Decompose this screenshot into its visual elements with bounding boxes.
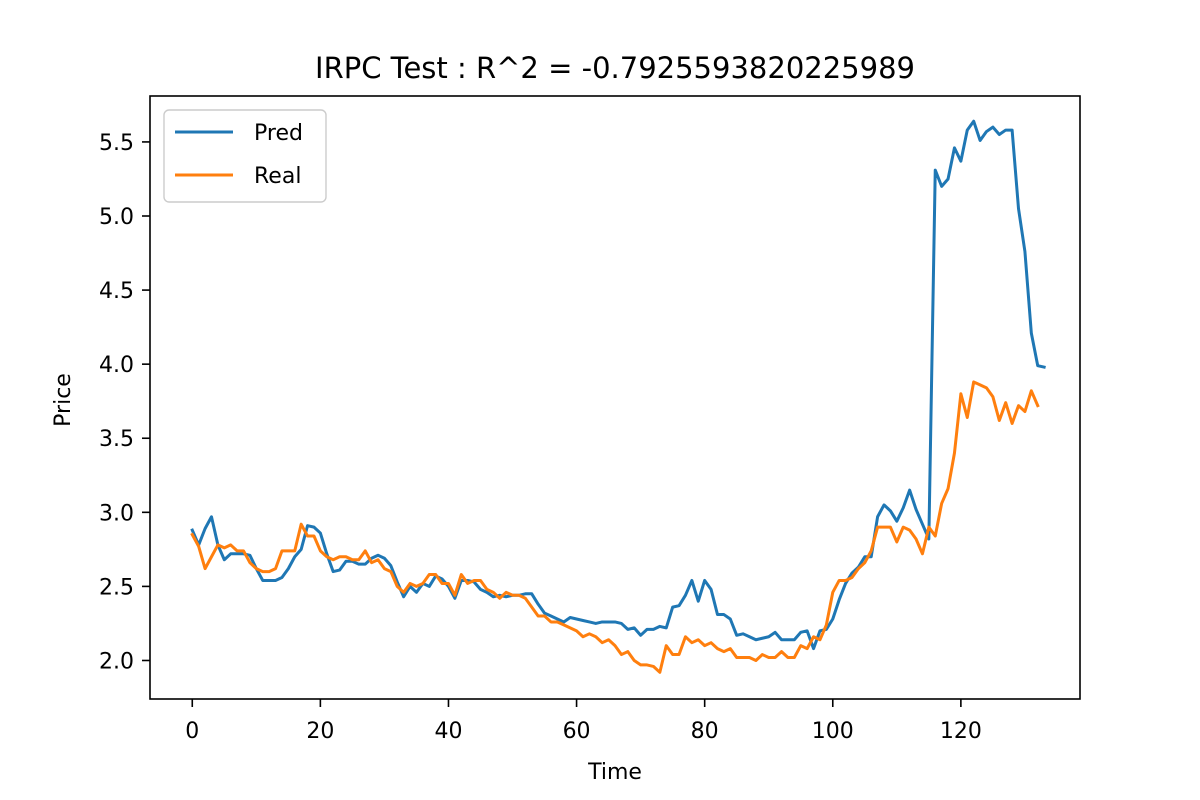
x-axis-title: Time — [587, 760, 642, 785]
y-tick-label: 4.0 — [99, 353, 134, 378]
legend-label-real: Real — [254, 164, 301, 189]
y-tick-label: 2.5 — [99, 575, 134, 600]
x-tick-label: 80 — [691, 719, 719, 744]
y-tick-label: 4.5 — [99, 279, 134, 304]
x-tick-label: 60 — [563, 719, 591, 744]
y-tick-label: 2.0 — [99, 649, 134, 674]
x-tick-label: 0 — [185, 719, 199, 744]
x-axis: 0 20 40 60 80 100 120 — [185, 699, 982, 744]
legend: Pred Real — [163, 109, 327, 203]
chart-title: IRPC Test : R^2 = -0.7925593820225989 — [315, 51, 915, 85]
series-line-real — [190, 380, 1040, 674]
x-tick-label: 40 — [434, 719, 462, 744]
plot-area-frame — [149, 95, 1081, 700]
y-tick-label: 3.5 — [99, 427, 134, 452]
series-line-pred — [190, 119, 1046, 651]
legend-label-pred: Pred — [254, 121, 303, 146]
y-axis-title: Price — [51, 373, 76, 427]
x-tick-label: 120 — [940, 719, 982, 744]
y-tick-label: 3.0 — [99, 501, 134, 526]
y-tick-label: 5.5 — [99, 131, 134, 156]
y-axis: 2.0 2.5 3.0 3.5 4.0 4.5 5.0 5.5 — [99, 131, 150, 674]
series-layer — [190, 119, 1046, 674]
x-tick-label: 20 — [306, 719, 334, 744]
x-tick-label: 100 — [812, 719, 854, 744]
y-tick-label: 5.0 — [99, 205, 134, 230]
